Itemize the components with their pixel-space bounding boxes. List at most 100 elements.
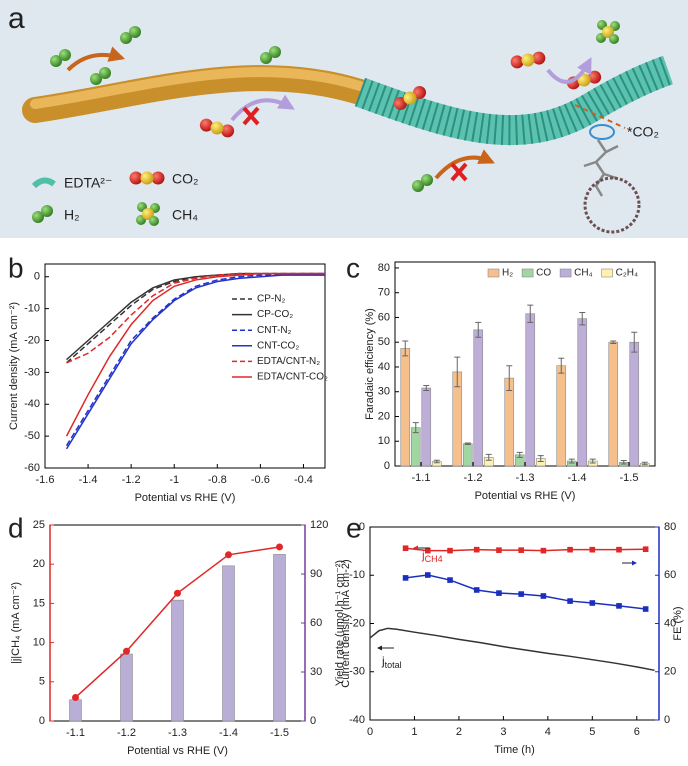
- y2-tick-label: 80: [664, 521, 676, 533]
- panel-label: e: [346, 512, 362, 543]
- x-axis-label: Time (h): [494, 744, 535, 756]
- y-axis-label: Current density (mA cm⁻²): [8, 302, 20, 430]
- marker: [402, 545, 409, 552]
- marker: [496, 547, 502, 553]
- error-bar: [506, 365, 513, 391]
- arrow: [434, 149, 495, 180]
- x-tick-label: 0: [367, 726, 373, 738]
- y-axis-label: Current density (mA cm-2): [340, 559, 352, 687]
- marker: [589, 600, 596, 606]
- bar: [400, 348, 411, 467]
- y-tick-label: 30: [378, 386, 390, 398]
- legend-swatch: [559, 268, 572, 278]
- arrow: [66, 46, 126, 72]
- series-line: [405, 574, 646, 610]
- x-tick-label: -0.8: [208, 474, 227, 486]
- blocked-mark: [450, 162, 468, 182]
- error-bar: [558, 357, 565, 374]
- marker: [642, 606, 649, 612]
- marker: [447, 577, 453, 583]
- arrow: [230, 94, 295, 122]
- marker: [567, 546, 573, 553]
- marker: [276, 543, 283, 551]
- error-bar: [423, 385, 430, 391]
- schematic: a EDTA²⁻ CO₂ H₂ CH₄ *CO₂: [0, 0, 688, 238]
- error-bar: [641, 461, 648, 466]
- x-tick-label: 4: [545, 726, 551, 738]
- y2-tick-label: 30: [310, 666, 322, 678]
- y-tick-label: -40: [24, 398, 40, 410]
- legend-swatch: [521, 268, 534, 278]
- x-tick-label: -1.3: [516, 472, 535, 484]
- legend-label: CH₄: [172, 207, 198, 223]
- y-tick-label: 0: [39, 715, 45, 727]
- y2-tick-label: 90: [310, 568, 322, 580]
- x-tick-label: -1: [169, 474, 179, 486]
- panel-label: d: [8, 512, 24, 543]
- edta-icon: [31, 177, 56, 189]
- series-line: [405, 547, 646, 552]
- y-tick-label: -60: [24, 462, 40, 474]
- y-tick-label: -50: [24, 430, 40, 442]
- cnt-mesh: [354, 55, 674, 146]
- bar: [504, 377, 515, 467]
- co2-highlight: [589, 124, 615, 140]
- bar: [473, 329, 484, 467]
- bar: [171, 599, 184, 722]
- x-tick-label: -1.2: [117, 727, 136, 739]
- x-axis-label: Potential vs RHE (V): [127, 745, 228, 757]
- marker: [72, 693, 79, 701]
- y-tick-label: 70: [378, 287, 390, 299]
- marker: [473, 587, 480, 593]
- annotation-subscript: CH4: [425, 554, 443, 564]
- y-tick-label: 15: [33, 597, 45, 609]
- marker: [616, 603, 622, 609]
- legend-label: CP-CO₂: [257, 309, 293, 320]
- error-bar: [516, 451, 523, 458]
- x-tick-label: -1.4: [568, 472, 587, 484]
- y2-tick-label: 60: [664, 569, 676, 581]
- y-tick-label: 0: [34, 271, 40, 283]
- bar: [421, 387, 432, 467]
- y2-tick-label: 0: [664, 714, 670, 726]
- carbon-paper-fiber: [22, 65, 373, 123]
- plot-frame: [369, 526, 660, 721]
- marker: [518, 547, 524, 553]
- legend-label: CNT-CO₂: [257, 340, 299, 351]
- y-axis-label: Faradaic efficiency (%): [364, 308, 376, 420]
- y-tick-label: 80: [378, 262, 390, 274]
- legend-label: CO: [536, 268, 551, 279]
- panel-label: b: [8, 252, 24, 283]
- y-tick-label: -10: [24, 303, 40, 315]
- marker: [540, 547, 547, 554]
- bar: [525, 313, 536, 467]
- marker: [447, 547, 453, 554]
- bar: [273, 554, 286, 722]
- y-tick-label: 5: [39, 676, 45, 688]
- y-tick-label: 20: [378, 410, 390, 422]
- y-tick-label: 25: [33, 519, 45, 531]
- y2-tick-label: 60: [310, 617, 322, 629]
- nanotube-section: [583, 176, 641, 234]
- x-axis-label: Potential vs RHE (V): [135, 492, 236, 504]
- legend-label: H₂: [502, 268, 513, 279]
- y-tick-label: 10: [378, 435, 390, 447]
- marker: [540, 593, 547, 599]
- x-tick-label: -1.2: [122, 474, 141, 486]
- y2-tick-label: 20: [664, 666, 676, 678]
- x-tick-label: -1.1: [412, 472, 431, 484]
- x-tick-label: -1.5: [270, 727, 289, 739]
- bar: [120, 653, 133, 722]
- legend-label: EDTA²⁻: [64, 175, 112, 191]
- marker: [496, 590, 502, 596]
- legend-swatch: [487, 268, 500, 278]
- blocked-mark: [242, 106, 260, 126]
- x-tick-label: -1.6: [36, 474, 55, 486]
- co2-icon: [129, 171, 165, 185]
- y-tick-label: -10: [349, 569, 365, 581]
- y-tick-label: 40: [378, 361, 390, 373]
- binding-line: [574, 104, 626, 129]
- y-tick-label: 60: [378, 311, 390, 323]
